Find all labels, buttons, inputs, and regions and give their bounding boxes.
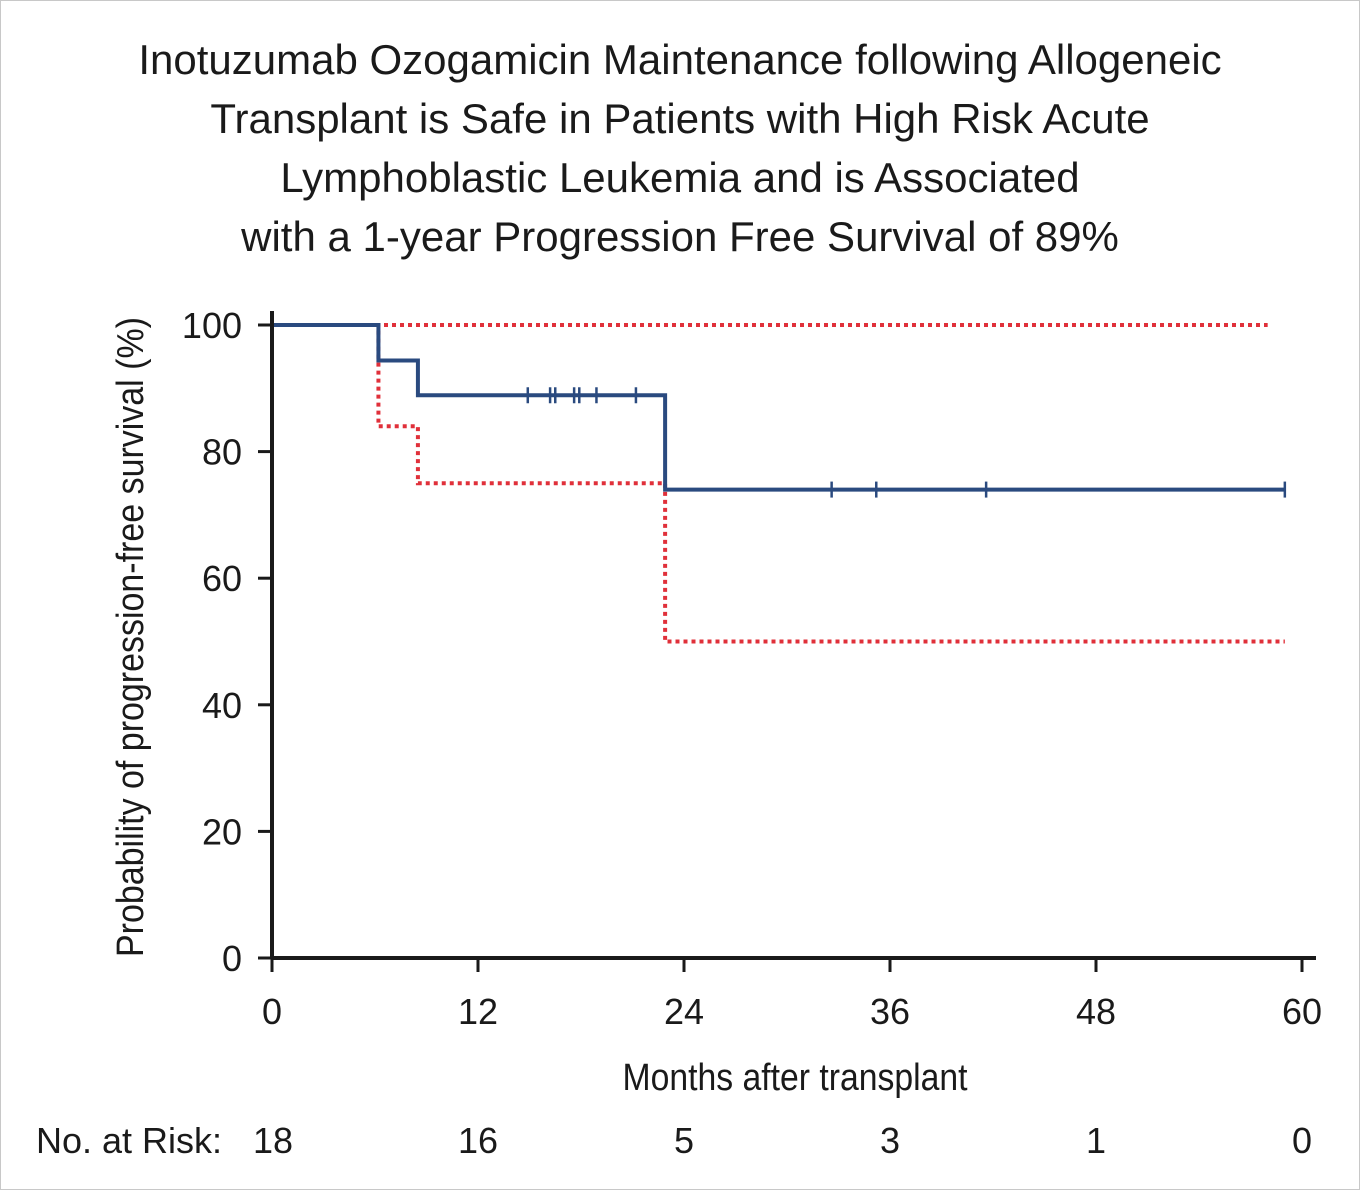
chart-title-line-4: with a 1-year Progression Free Survival …: [241, 213, 1119, 260]
at-risk-value: 18: [253, 1120, 293, 1161]
x-tick-label: 24: [664, 991, 704, 1032]
axes-group: [258, 311, 1316, 972]
x-tick-label: 60: [1282, 991, 1322, 1032]
y-tick-label: 40: [202, 685, 242, 726]
at-risk-value: 1: [1086, 1120, 1106, 1161]
chart-title: Inotuzumab Ozogamicin Maintenance follow…: [0, 30, 1360, 266]
y-tick-label: 0: [222, 938, 242, 979]
x-tick-label: 0: [262, 991, 282, 1032]
at-risk-label: No. at Risk:: [36, 1120, 222, 1161]
at-risk-value: 5: [674, 1120, 694, 1161]
confidence-interval-group: [272, 323, 1285, 644]
lower-ci-line: [272, 323, 1285, 644]
survival-curve-group: [272, 323, 1287, 498]
x-tick-label: 12: [458, 991, 498, 1032]
chart-title-line-3: Lymphoblastic Leukemia and is Associated: [280, 154, 1080, 201]
y-tick-label: 100: [182, 305, 242, 346]
at-risk-value: 0: [1292, 1120, 1312, 1161]
y-tick-label: 60: [202, 558, 242, 599]
chart-title-line-1: Inotuzumab Ozogamicin Maintenance follow…: [138, 36, 1222, 83]
x-axis-title: Months after transplant: [623, 1057, 968, 1099]
at-risk-table: No. at Risk: 18 16 5 3 1 0: [36, 1120, 1312, 1161]
chart-title-line-2: Transplant is Safe in Patients with High…: [210, 95, 1150, 142]
survival-curve: [272, 323, 1285, 492]
at-risk-value: 16: [458, 1120, 498, 1161]
y-tick-label: 20: [202, 811, 242, 852]
y-tick-label: 80: [202, 432, 242, 473]
at-risk-value: 3: [880, 1120, 900, 1161]
x-tick-label: 36: [870, 991, 910, 1032]
y-axis-title: Probability of progression-free survival…: [110, 317, 152, 957]
x-tick-label: 48: [1076, 991, 1116, 1032]
labels-group: 0 20 40 60 80 100 0 12 24 36 48 60 Months after tran…: [110, 305, 1322, 1099]
